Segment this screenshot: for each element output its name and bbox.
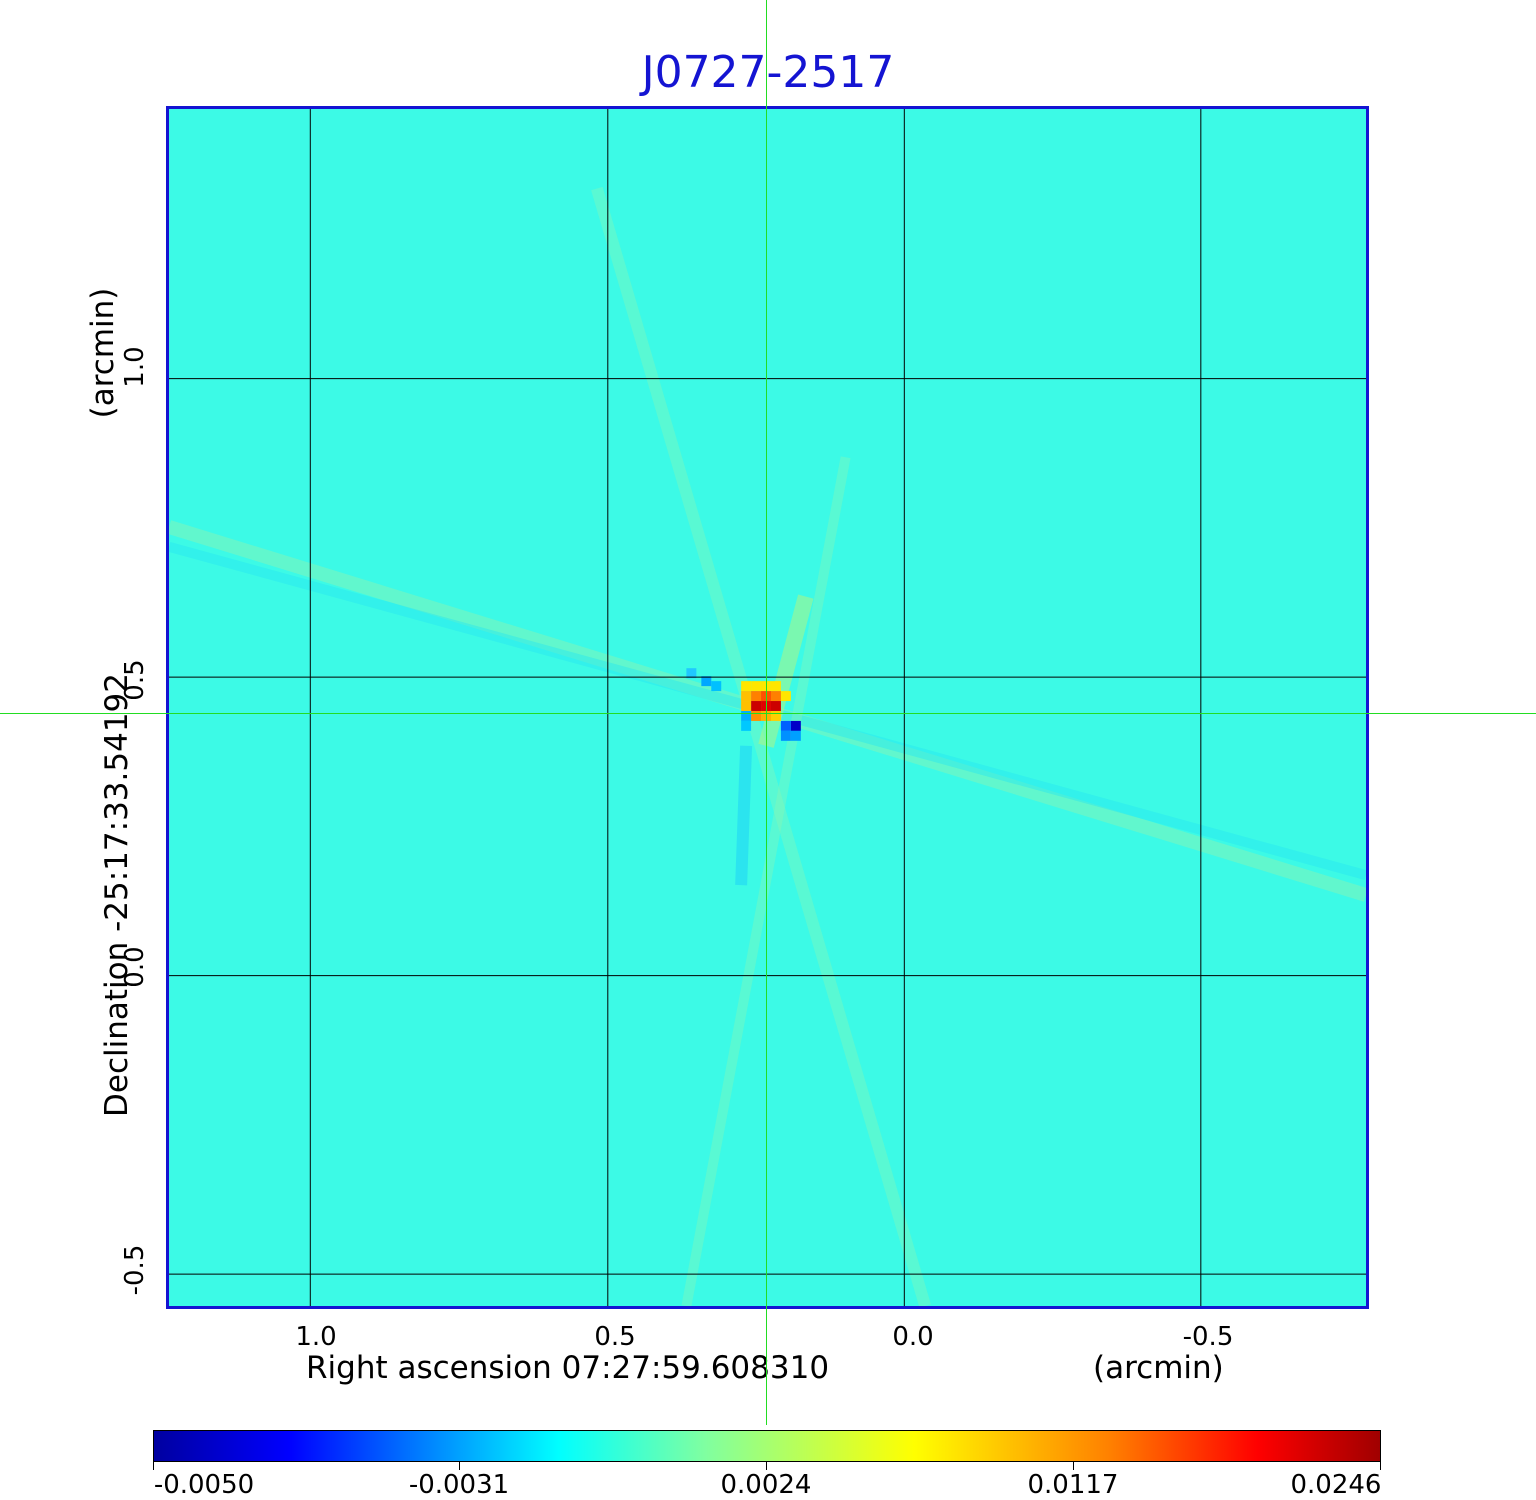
colorbar-tick [766, 1462, 767, 1470]
source-pixel [741, 701, 752, 711]
colorbar-tick [459, 1462, 460, 1470]
source-pixel [770, 681, 781, 692]
source-pixel [711, 681, 722, 692]
source-pixel [790, 720, 801, 731]
x-tick-label: 0.5 [594, 1322, 636, 1352]
y-axis-label: Declination -25:17:33.54192 [99, 673, 135, 1117]
source-pixel [790, 730, 801, 741]
colorbar-label: 0.0024 [720, 1470, 812, 1500]
colorbar-label: 0.0117 [1027, 1470, 1119, 1500]
source-pixel [751, 710, 762, 721]
x-axis-unit: (arcmin) [1093, 1350, 1224, 1386]
source-pixel [751, 691, 762, 702]
sidelobe-streak [591, 186, 931, 1306]
coordinate-grid [169, 109, 1366, 1306]
y-axis-unit: (arcmin) [85, 287, 121, 419]
source-pixel [770, 691, 781, 702]
source-pixel [741, 710, 752, 721]
colorbar [153, 1430, 1381, 1462]
source-pixel [751, 681, 762, 692]
colorbar-label: 0.0246 [1290, 1470, 1382, 1500]
x-tick-label: 0.0 [892, 1322, 934, 1352]
x-tick-label: 1.0 [295, 1322, 337, 1352]
source-pixel [751, 701, 762, 711]
source-pixel [780, 730, 791, 741]
colorbar-tick [1380, 1462, 1381, 1470]
source-pixel [741, 691, 752, 702]
sidelobe-streak [735, 745, 753, 886]
image-frame[interactable] [166, 106, 1369, 1309]
image-title: J0727-2517 [641, 47, 895, 98]
colorbar-tick [153, 1462, 154, 1470]
crosshair-horizontal[interactable] [0, 713, 1536, 714]
source-pixel [686, 668, 697, 679]
source-pixel [701, 676, 712, 687]
source-pixel [780, 720, 791, 731]
colorbar-label: -0.0050 [153, 1470, 255, 1500]
y-tick-label: -0.5 [120, 1244, 150, 1296]
x-tick-label: -0.5 [1182, 1322, 1234, 1352]
crosshair-vertical[interactable] [766, 0, 767, 1425]
colorbar-label: -0.0031 [408, 1470, 510, 1500]
intensity-map [169, 109, 1366, 1306]
source-pixel [780, 691, 791, 702]
y-tick-label: 1.0 [120, 346, 150, 388]
x-axis-label: Right ascension 07:27:59.608310 [306, 1350, 830, 1386]
source-pixel [741, 720, 752, 731]
colorbar-tick [1073, 1462, 1074, 1470]
source-pixel [770, 710, 781, 721]
source-pixel [770, 701, 781, 711]
source-pixel [741, 681, 752, 692]
